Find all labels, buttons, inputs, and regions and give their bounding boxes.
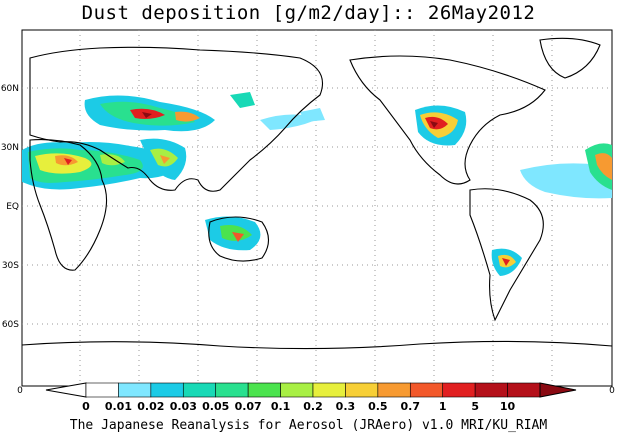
colorbar-label: 0.7 xyxy=(401,400,421,413)
colorbar xyxy=(45,382,577,398)
colorbar-arrow-high xyxy=(539,382,577,398)
eurasia-outline xyxy=(29,46,324,192)
colorbar-cell xyxy=(280,382,314,398)
colorbar-label: 0.2 xyxy=(303,400,323,413)
colorbar-cell xyxy=(507,382,541,398)
colorbar-label: 5 xyxy=(471,400,479,413)
antarctica-outline xyxy=(21,340,613,350)
lon-label-left: 0 xyxy=(17,386,23,396)
colorbar-cell xyxy=(182,382,217,398)
colorbar-label: 1 xyxy=(439,400,447,413)
lat-label-eq: EQ xyxy=(6,202,19,212)
lat-labels: 60N 30N EQ 30S 60S xyxy=(1,84,19,330)
colorbar-label: 0.03 xyxy=(170,400,197,413)
lat-label-60s: 60S xyxy=(2,320,19,330)
colorbar-label: 0.01 xyxy=(105,400,132,413)
australia-outline xyxy=(208,216,270,262)
colorbar-label: 0.05 xyxy=(202,400,229,413)
colorbar-cell xyxy=(312,382,346,398)
colorbar-cell xyxy=(118,382,152,398)
colorbar-label: 0.1 xyxy=(271,400,291,413)
map-credit: The Japanese Reanalysis for Aerosol (JRA… xyxy=(69,418,548,433)
colorbar-cell xyxy=(474,382,508,398)
colorbar-cell xyxy=(85,382,119,398)
colorbar-cell xyxy=(377,382,411,398)
lat-label-30s: 30S xyxy=(2,261,19,271)
map-title: Dust deposition [g/m2/day]:: 26May2012 xyxy=(81,2,536,24)
lat-label-30n: 30N xyxy=(1,143,19,153)
colorbar-cell xyxy=(442,382,476,398)
graticule xyxy=(22,30,612,386)
north-america-outline xyxy=(349,55,546,185)
africa-outline xyxy=(29,139,108,271)
coastlines xyxy=(21,37,613,350)
colorbar-label: 0.3 xyxy=(336,400,356,413)
colorbar-cell xyxy=(150,382,184,398)
colorbar-label: 0.02 xyxy=(137,400,164,413)
colorbar-label: 0.5 xyxy=(368,400,388,413)
colorbar-labels: 0 0.01 0.02 0.03 0.05 0.07 0.1 0.2 0.3 0.5 0.7 1 5 10 xyxy=(82,400,515,413)
greenland-outline xyxy=(539,37,601,79)
lat-label-60n: 60N xyxy=(1,84,19,94)
colorbar-cell xyxy=(345,382,379,398)
lon-label-right: 0 xyxy=(609,386,615,396)
colorbar-label: 10 xyxy=(500,400,516,413)
colorbar-cell xyxy=(215,382,249,398)
colorbar-cell xyxy=(409,382,444,398)
south-america-outline xyxy=(469,188,544,322)
map-frame xyxy=(21,29,613,387)
colorbar-label: 0.07 xyxy=(235,400,262,413)
colorbar-label: 0 xyxy=(82,400,90,413)
colorbar-cell xyxy=(247,382,281,398)
